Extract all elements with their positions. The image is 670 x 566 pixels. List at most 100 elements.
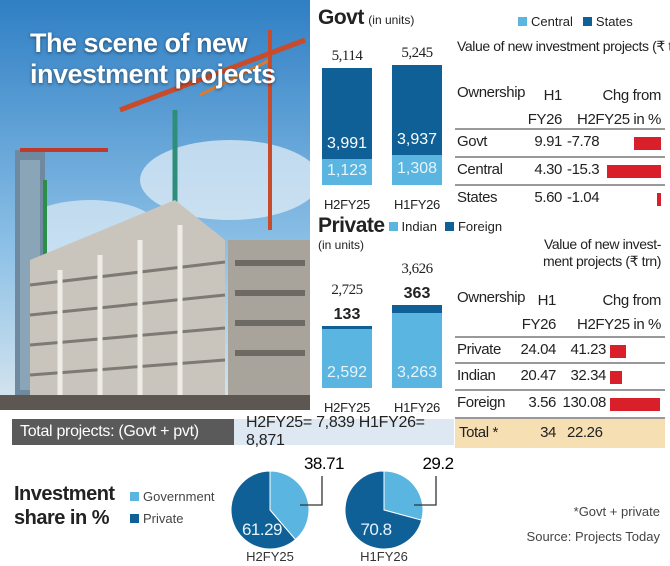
- table-cell-change: 130.08: [562, 394, 607, 411]
- table-row-divider: [455, 184, 665, 186]
- category-label: H2FY25: [324, 400, 370, 415]
- value-states: 3,937: [396, 131, 438, 149]
- private-table-title-line2: ment projects (₹ trn): [543, 253, 661, 269]
- table-cell-ownership: Indian: [457, 367, 496, 384]
- table-cell-h1: 24.04: [520, 341, 556, 358]
- pie-slice-private: [344, 470, 423, 550]
- legend-states: States: [595, 14, 633, 29]
- table-row-divider: [455, 417, 665, 419]
- table-cell-change: -15.3: [567, 161, 600, 178]
- source: Source: Projects Today: [526, 529, 660, 544]
- pie-legend-private: Private: [130, 511, 183, 526]
- table-row-divider: [455, 389, 665, 391]
- table-header-h1: H1 FY26: [521, 292, 557, 333]
- legend-government: Government: [143, 489, 215, 504]
- bar-states: [322, 67, 372, 160]
- table-cell-h1: 20.47: [520, 367, 556, 384]
- private-title: Private: [318, 214, 385, 237]
- table-header-h1: H1 FY26: [527, 87, 563, 128]
- table-header-ownership: Ownership: [457, 289, 526, 306]
- pie-slice-government: [269, 470, 310, 541]
- total-cell-change: 22.26: [567, 424, 603, 441]
- table-cell-ownership: Govt: [457, 133, 488, 150]
- legend-swatch-government: [130, 492, 139, 501]
- bar-foreign: [392, 304, 442, 314]
- table-cell-h1: 3.56: [528, 394, 556, 411]
- value-indian: 3,263: [396, 364, 438, 381]
- table-cell-change: 41.23: [570, 341, 606, 358]
- total-row-bg: [455, 419, 665, 448]
- total-cell-name: Total *: [459, 424, 498, 441]
- pie-legend-government: Government: [130, 489, 215, 504]
- private-subtitle: (in units): [318, 238, 365, 252]
- table-cell-h1: 4.30: [534, 161, 562, 178]
- change-bar: [610, 398, 661, 411]
- bar-indian: [392, 313, 442, 388]
- govt-chart-title: Govt (in units): [318, 6, 414, 30]
- pie-label-government: 29.2: [422, 454, 453, 473]
- table-header-change: Chg from H2FY25 in %: [577, 87, 661, 128]
- total-cell-h1: 34: [540, 424, 556, 441]
- table-cell-h1: 9.91: [534, 133, 562, 150]
- change-bar: [610, 371, 623, 384]
- legend-swatch-indian: [388, 221, 398, 231]
- pie-label-private: 61.29: [242, 520, 282, 539]
- bar-central: [392, 155, 442, 185]
- value-indian: 2,592: [326, 364, 368, 381]
- value-states: 3,991: [326, 135, 368, 153]
- table-row-divider: [455, 128, 665, 130]
- footnote: *Govt + private: [573, 504, 660, 519]
- table-cell-change: -1.04: [567, 189, 600, 206]
- value-foreign: 133: [333, 305, 361, 323]
- private-table-title-line1: Value of new invest-: [543, 236, 661, 252]
- govt-legend: Central States: [518, 14, 633, 29]
- legend-indian: Indian: [401, 218, 437, 234]
- table-cell-change: -7.78: [567, 133, 600, 150]
- legend-central: Central: [531, 14, 573, 29]
- total-projects-label: Total projects: (Govt + pvt): [12, 419, 234, 445]
- legend-foreign: Foreign: [457, 218, 503, 234]
- change-bar: [610, 345, 626, 358]
- govt-title: Govt: [318, 6, 364, 29]
- change-bar: [657, 193, 661, 206]
- investment-share-title: Investment share in %: [14, 483, 115, 529]
- construction-illustration: [0, 0, 310, 410]
- bar-indian: [322, 328, 372, 388]
- total-projects-values: H2FY25= 7,839 H1FY26= 8,871: [234, 414, 454, 449]
- private-table-title: Value of new invest- ment projects (₹ tr…: [543, 236, 661, 270]
- pie-label-private: 70.8: [360, 520, 391, 539]
- callout-line: [414, 476, 437, 506]
- table-row-divider: [455, 336, 665, 338]
- table-cell-ownership: Central: [457, 161, 503, 178]
- table-header-ownership: Ownership: [457, 84, 526, 101]
- page-title: The scene of new investment projects: [30, 28, 276, 89]
- legend-private: Private: [143, 511, 184, 526]
- bar-total: 5,245: [401, 44, 433, 61]
- table-cell-ownership: Private: [457, 341, 501, 358]
- private-chart-title: Private Indian Foreign: [318, 214, 502, 238]
- legend-swatch-foreign: [444, 221, 454, 231]
- pie-category-label: H1FY26: [360, 549, 408, 564]
- table-header-change: Chg from H2FY25 in %: [577, 292, 661, 333]
- bar-total: 5,114: [331, 47, 363, 64]
- construction-photo: The scene of new investment projects: [0, 0, 310, 410]
- change-bar: [633, 137, 661, 150]
- category-label: H1FY26: [394, 197, 440, 212]
- table-cell-ownership: Foreign: [457, 394, 506, 411]
- table-cell-h1: 5.60: [534, 189, 562, 206]
- bar-central: [322, 159, 372, 185]
- pie-category-label: H2FY25: [246, 549, 294, 564]
- bar-total: 3,626: [401, 260, 433, 277]
- table-row-divider: [455, 156, 665, 158]
- table-cell-ownership: States: [457, 189, 498, 206]
- value-central: 1,308: [396, 160, 438, 178]
- pie-label-government: 38.71: [304, 454, 344, 473]
- bar-states: [392, 64, 442, 156]
- pie-slice-private: [230, 470, 297, 550]
- govt-table-title: Value of new investment projects (₹ trn): [457, 38, 670, 54]
- govt-subtitle: (in units): [368, 13, 415, 27]
- bar-foreign: [322, 325, 372, 329]
- value-foreign: 363: [403, 284, 431, 302]
